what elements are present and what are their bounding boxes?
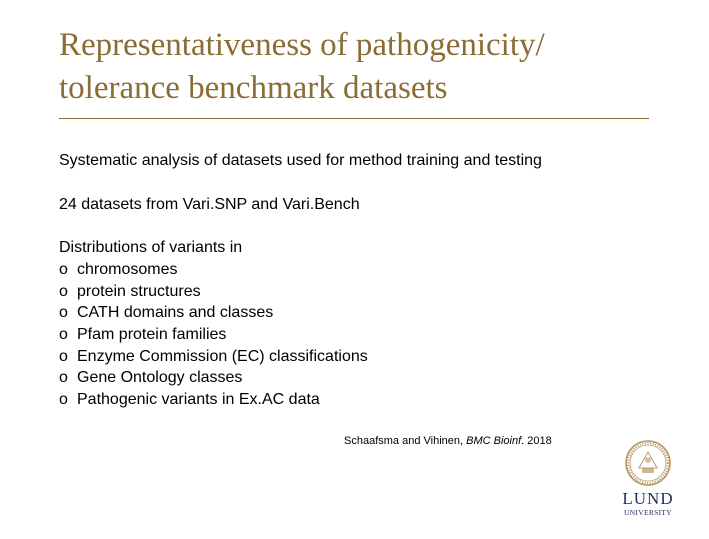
university-seal-icon bbox=[625, 440, 671, 486]
list-item: o Pathogenic variants in Ex.AC data bbox=[59, 389, 368, 411]
paragraph-datasets: 24 datasets from Vari.SNP and Vari.Bench bbox=[59, 196, 360, 213]
bullet-icon: o bbox=[59, 369, 68, 387]
bullet-icon: o bbox=[59, 326, 68, 344]
bullet-icon: o bbox=[59, 282, 68, 300]
list-item: o Gene Ontology classes bbox=[59, 367, 368, 389]
title-line-1: Representativeness of pathogenicity/ bbox=[59, 27, 545, 63]
lund-university-logo: LUND UNIVERSITY bbox=[622, 440, 673, 517]
citation-journal: BMC Bioinf bbox=[466, 435, 522, 447]
list-item-label: Pfam protein families bbox=[77, 326, 227, 344]
paragraph-systematic-analysis: Systematic analysis of datasets used for… bbox=[59, 152, 542, 169]
citation: Schaafsma and Vihinen, BMC Bioinf. 2018 bbox=[344, 433, 552, 449]
logo-subtitle: UNIVERSITY bbox=[624, 508, 672, 517]
title-line-2: tolerance benchmark datasets bbox=[59, 70, 448, 106]
paragraph-distributions: Distributions of variants in bbox=[59, 239, 243, 256]
bullet-icon: o bbox=[59, 304, 68, 322]
bullet-list: o chromosomes o protein structures o CATH d… bbox=[59, 259, 368, 411]
list-item-label: Gene Ontology classes bbox=[77, 369, 243, 387]
list-item-label: chromosomes bbox=[77, 261, 178, 278]
list-item-label: Enzyme Commission (EC) classifications bbox=[77, 347, 368, 365]
list-item-label: protein structures bbox=[77, 282, 201, 300]
bullet-icon: o bbox=[59, 391, 68, 409]
list-item-label: CATH domains and classes bbox=[77, 304, 274, 322]
citation-authors: Schaafsma and Vihinen, bbox=[344, 435, 467, 447]
list-item: o Enzyme Commission (EC) classifications bbox=[59, 346, 368, 368]
list-item: o chromosomes bbox=[59, 259, 368, 281]
list-item: o protein structures bbox=[59, 281, 368, 303]
list-item: o CATH domains and classes bbox=[59, 302, 368, 324]
bullet-icon: o bbox=[59, 347, 68, 365]
logo-wordmark: LUND bbox=[622, 489, 673, 508]
list-item: o Pfam protein families bbox=[59, 324, 368, 346]
list-item-label: Pathogenic variants in Ex.AC data bbox=[77, 391, 320, 409]
bullet-icon: o bbox=[59, 261, 68, 278]
title-divider bbox=[59, 118, 649, 119]
citation-year: . 2018 bbox=[521, 435, 552, 447]
slide-title: Representativeness of pathogenicity/ tol… bbox=[59, 24, 659, 110]
